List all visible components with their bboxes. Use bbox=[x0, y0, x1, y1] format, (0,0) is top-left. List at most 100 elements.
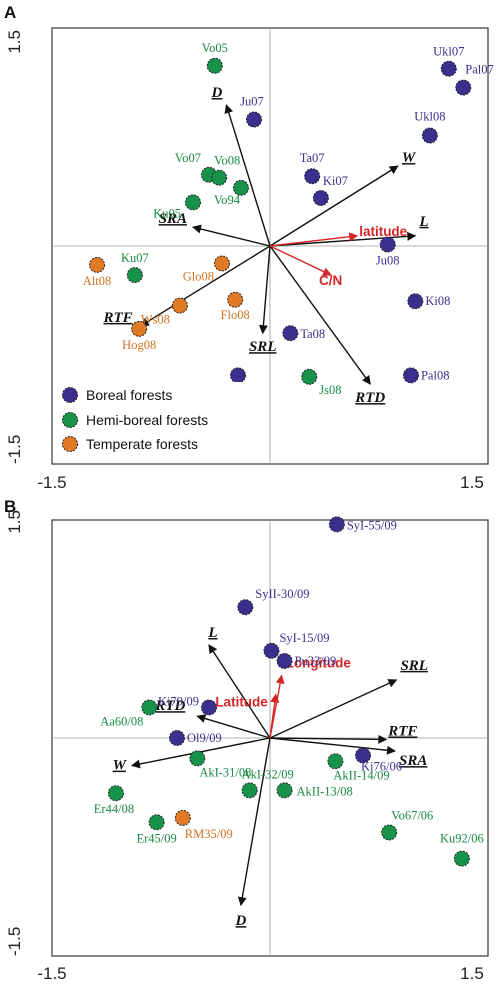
panel-b-point-syi-55-09 bbox=[328, 516, 345, 533]
panel-a-point-label-pal08: Pal08 bbox=[421, 368, 449, 382]
panel-b-point-label-er44-08: Er44/08 bbox=[94, 802, 134, 816]
panel-b-point-label-aa60-08: Aa60/08 bbox=[100, 714, 143, 728]
panel-a-point-ku07 bbox=[126, 267, 143, 284]
panel-b-vector-label-srl: SRL bbox=[400, 658, 428, 674]
panel-a-point-ku05 bbox=[184, 194, 201, 211]
panel-b-vector-latitude bbox=[269, 693, 280, 739]
panel-b-point-vo67-06 bbox=[381, 824, 398, 841]
panel-b-point-label-ku92-06: Ku92/06 bbox=[440, 832, 484, 846]
panel-a-vector-w bbox=[269, 165, 399, 247]
panel-b-point-ki79-09 bbox=[200, 699, 217, 716]
panel-a-vector-rtd bbox=[269, 245, 371, 385]
panel-b-vector-l bbox=[208, 644, 271, 739]
panel-a-point-ju08 bbox=[379, 236, 396, 253]
panel-b-point-ku92-06 bbox=[453, 850, 470, 867]
panel-a-point-label-ukl07: Ukl07 bbox=[433, 45, 464, 59]
panel-b-point-label-ol9-09: Ol9/09 bbox=[187, 731, 222, 745]
panel-b-xtick-max: 1.5 bbox=[460, 964, 484, 983]
panel-b-point-label-syii-30-09: SyII-30/09 bbox=[255, 587, 309, 601]
panel-a-vector-label-l: L bbox=[418, 214, 428, 230]
panel-b-point-label-vo67-06: Vo67/06 bbox=[391, 808, 433, 822]
panel-a-point-vo05 bbox=[206, 57, 223, 74]
panel-a-point-vo94 bbox=[232, 179, 249, 196]
panel-a-vector-srl bbox=[258, 245, 271, 335]
panel-b-point-label-akii-14-09: AkII-14/09 bbox=[333, 768, 389, 782]
panel-b-point-label-aki-31-08: AkI-31/08 bbox=[199, 765, 251, 779]
panel-a-vector-label-srl: SRL bbox=[249, 339, 277, 355]
panel-a-point-label-ju07: Ju07 bbox=[240, 95, 264, 109]
panel-a-point-label-vo08: Vo08 bbox=[214, 154, 240, 168]
panel-a-point-ta07 bbox=[304, 168, 321, 185]
panel-a-point-label-js08: Js08 bbox=[319, 383, 341, 397]
legend-label-temperate: Temperate forests bbox=[86, 436, 198, 452]
legend-label-hemi-boreal: Hemi-boreal forests bbox=[86, 412, 208, 428]
panel-a-point-label-vo94: Vo94 bbox=[214, 193, 241, 207]
panel-b-point-er44-08 bbox=[107, 785, 124, 802]
panel-a-vector-c-n bbox=[269, 245, 332, 276]
panel-a-vector-rtf bbox=[139, 245, 271, 327]
panel-a-ytick-min: -1.5 bbox=[5, 435, 24, 464]
panel-b-vector-d bbox=[237, 737, 271, 907]
panel-a-point-label-ws08: Ws08 bbox=[141, 313, 170, 327]
panel-a-point-label-flo08: Flo08 bbox=[221, 308, 250, 322]
panel-a-vector-label-sra: SRA bbox=[159, 211, 187, 227]
panel-b-vector-rtd bbox=[196, 714, 271, 739]
panel-b-biplot: B 1.5 -1.5 -1.5 1.5 L SRL RTD RTF SRA W D Longi… bbox=[4, 497, 489, 983]
panel-b-point-label-pu33-09: Pu33/09 bbox=[295, 654, 337, 668]
panel-a-vector-latitude bbox=[269, 232, 359, 247]
legend-label-boreal: Boreal forests bbox=[86, 387, 172, 403]
panel-a-point-vo08 bbox=[211, 169, 228, 186]
panel-b-vector-rtf bbox=[269, 734, 388, 744]
panel-a-vector-d bbox=[224, 104, 271, 247]
panel-b-vector-srl bbox=[269, 679, 398, 739]
panel-b-point-label-syi-55-09: SyI-55/09 bbox=[347, 518, 397, 532]
legend: Boreal forests Hemi-boreal forests Tempe… bbox=[60, 382, 260, 458]
panel-a-point-ws08 bbox=[171, 297, 188, 314]
legend-marker-boreal bbox=[62, 387, 78, 403]
panel-a-point-label-ku05: Ku05 bbox=[153, 206, 181, 220]
panel-b-vector-label-sra: SRA bbox=[399, 753, 427, 769]
panel-b-point-label-ki76-06: Ki76/06 bbox=[361, 759, 402, 773]
panel-b-letter: B bbox=[4, 497, 16, 516]
panel-a-point-label-ki07: Ki07 bbox=[323, 174, 348, 188]
panel-a-point-label-vo07: Vo07 bbox=[175, 151, 201, 165]
panel-a-point-label-ta08: Ta08 bbox=[300, 327, 325, 341]
panel-b-point-label-syi-15-09: SyI-15/09 bbox=[279, 631, 329, 645]
panel-a-vector-label-rtf: RTF bbox=[102, 310, 132, 326]
panel-a-point-label-pal07: Pal07 bbox=[465, 63, 493, 77]
panel-a-vector-label-c-n: C/N bbox=[319, 273, 342, 288]
panel-b-point-label-ki79-09: Ki79/09 bbox=[158, 694, 199, 708]
panel-a-point-ki07 bbox=[312, 190, 329, 207]
panel-b-vector-label-l: L bbox=[207, 625, 217, 641]
panel-b-vector-label-longitude: Longitude bbox=[286, 656, 352, 671]
panel-a-point-ukl07 bbox=[440, 60, 457, 77]
panel-b-xtick-min: -1.5 bbox=[37, 964, 66, 983]
panel-a-biplot: A 1.5 -1.5 -1.5 1.5 D W L SRA RTF SRL RTD latit… bbox=[4, 3, 494, 492]
panel-a-point-label-ta07: Ta07 bbox=[300, 151, 325, 165]
panel-b-point-syi-15-09 bbox=[263, 642, 280, 659]
panel-a-point-pal08 bbox=[402, 367, 419, 384]
legend-box bbox=[60, 382, 260, 458]
panel-a-point-ta08 bbox=[282, 325, 299, 342]
panel-b-points: SyI-55/09 SyII-30/09 SyI-15/09 Pu33/09 Ki79/… bbox=[94, 516, 484, 867]
panel-b-point-pu33-09 bbox=[276, 652, 293, 669]
panel-b-vector-sra bbox=[269, 737, 396, 755]
panel-b-point-rm35-09 bbox=[174, 809, 191, 826]
panel-b-point-ki76-06 bbox=[355, 747, 372, 764]
panel-a-vector-sra bbox=[192, 224, 271, 247]
panel-b-point-aki-31-08 bbox=[189, 750, 206, 767]
panel-a-point-ukl08 bbox=[421, 127, 438, 144]
panel-a-vector-label-d: D bbox=[211, 85, 223, 101]
panel-a-point-js08 bbox=[301, 368, 318, 385]
panel-b-point-syii-30-09 bbox=[237, 599, 254, 616]
panel-a-point-glo08 bbox=[214, 255, 231, 272]
legend-marker-temperate bbox=[62, 436, 78, 452]
panel-a-xtick-max: 1.5 bbox=[460, 473, 484, 492]
panel-a-letter: A bbox=[4, 3, 16, 22]
panel-a-point-flo08 bbox=[227, 291, 244, 308]
panel-a-ytick-max: 1.5 bbox=[5, 30, 24, 54]
panel-a-vectors: D W L SRA RTF SRL RTD latitude C/N bbox=[102, 85, 428, 406]
panel-b-point-ol9-09 bbox=[168, 730, 185, 746]
panel-b-vector-label-d: D bbox=[235, 913, 247, 929]
